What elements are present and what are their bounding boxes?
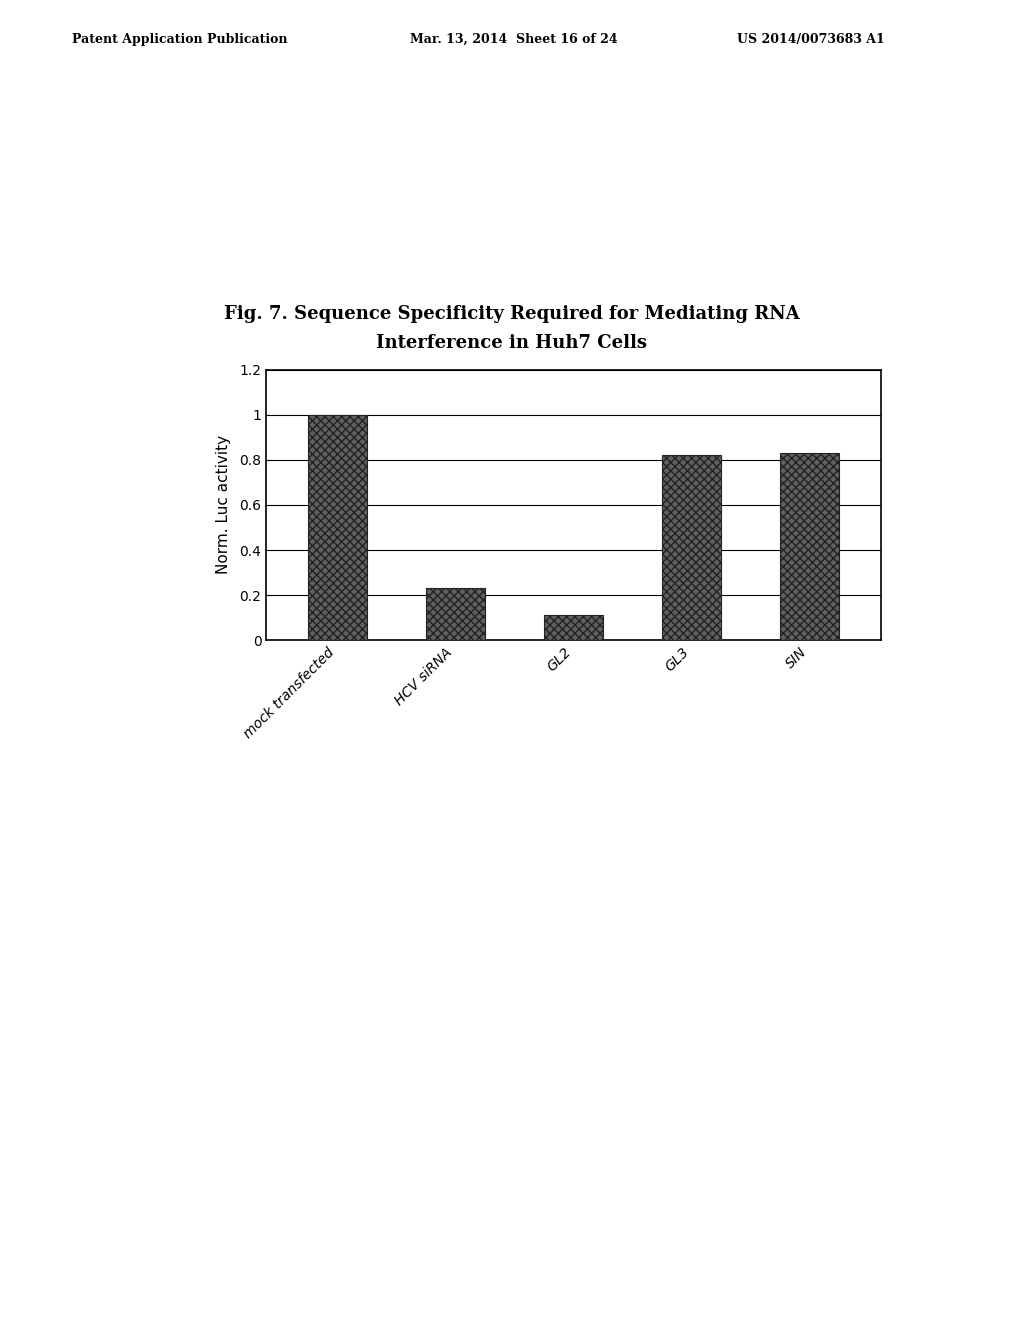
Text: Interference in Huh7 Cells: Interference in Huh7 Cells xyxy=(377,334,647,352)
Text: Mar. 13, 2014  Sheet 16 of 24: Mar. 13, 2014 Sheet 16 of 24 xyxy=(410,33,617,46)
Text: US 2014/0073683 A1: US 2014/0073683 A1 xyxy=(737,33,885,46)
Bar xyxy=(544,615,603,640)
Bar xyxy=(426,589,484,640)
Text: Patent Application Publication: Patent Application Publication xyxy=(72,33,287,46)
Bar xyxy=(663,455,721,640)
Bar xyxy=(307,414,367,640)
Bar xyxy=(780,453,840,640)
Y-axis label: Norm. Luc activity: Norm. Luc activity xyxy=(216,436,231,574)
Text: Fig. 7. Sequence Specificity Required for Mediating RNA: Fig. 7. Sequence Specificity Required fo… xyxy=(224,305,800,323)
